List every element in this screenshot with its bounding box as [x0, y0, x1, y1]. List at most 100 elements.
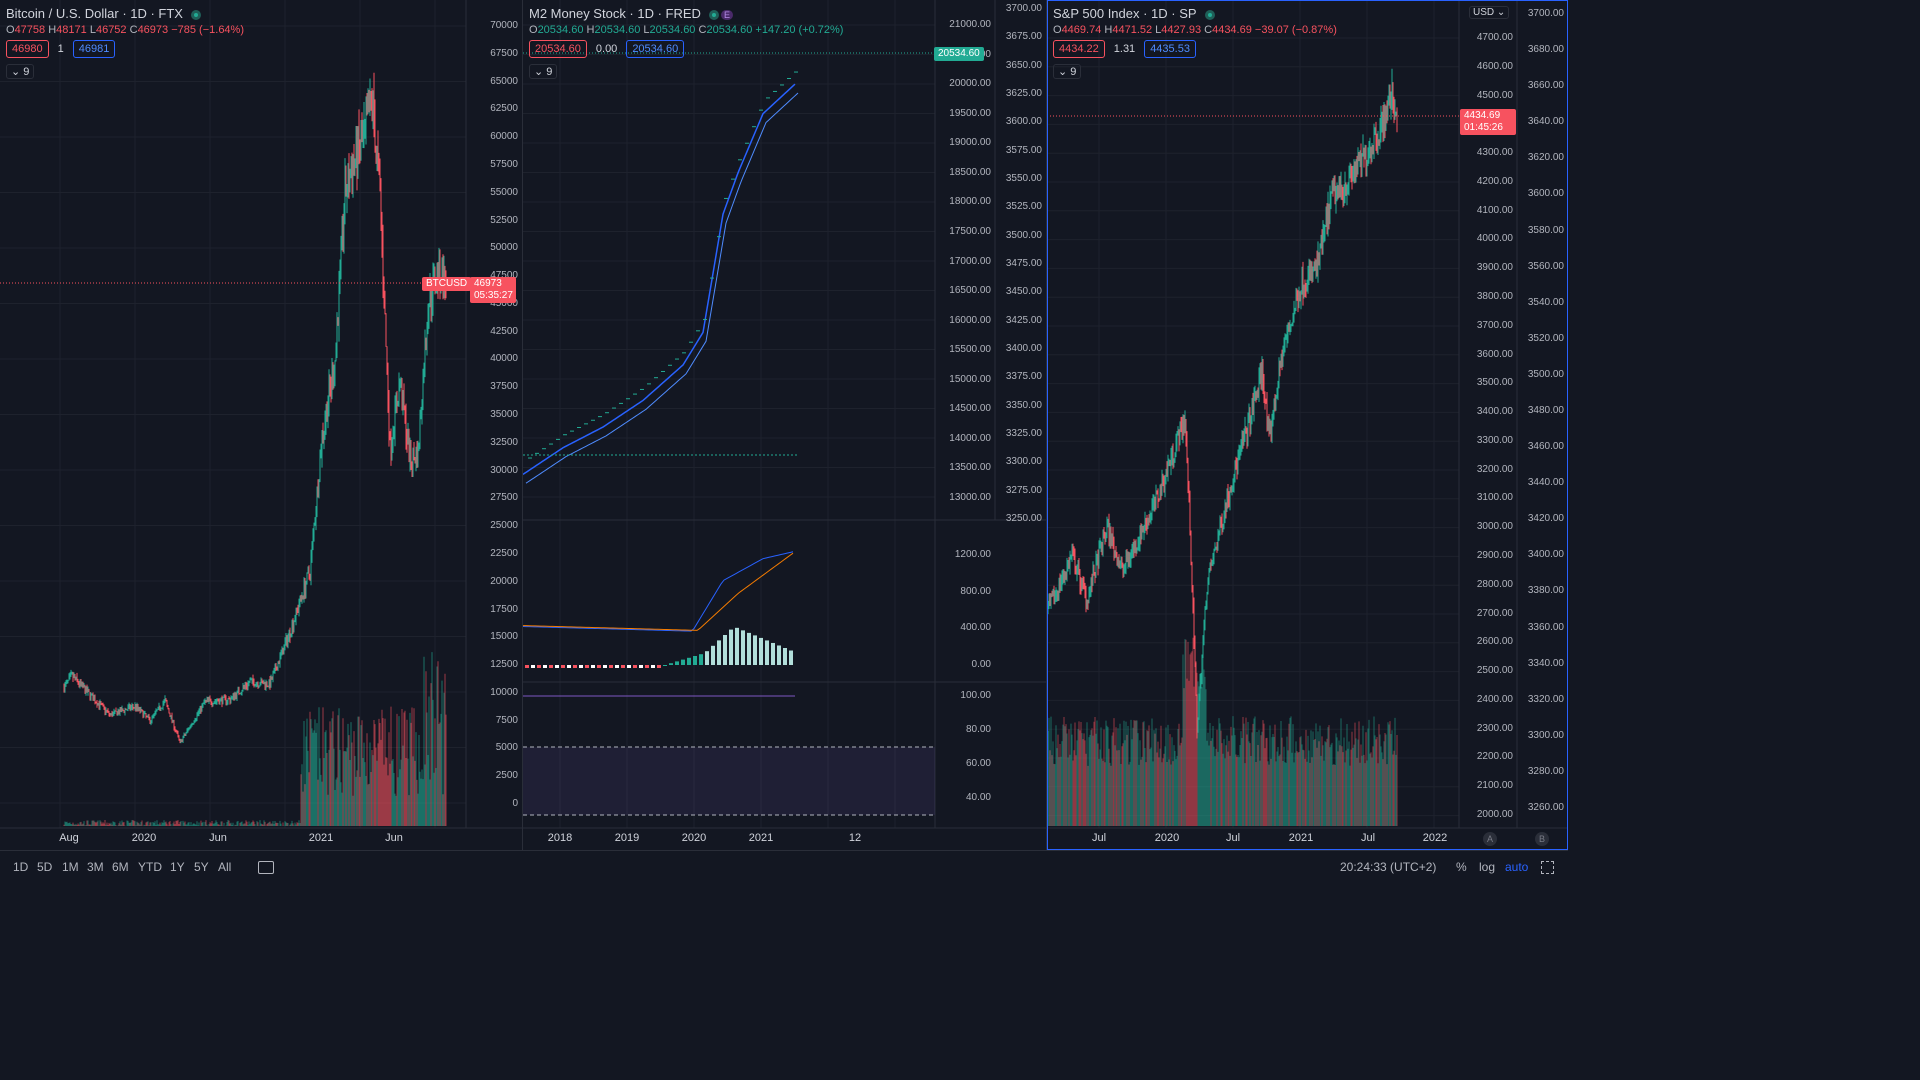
range-all[interactable]: All [218, 860, 232, 874]
btc-sell-button[interactable]: 46980 [6, 40, 49, 58]
price-axis-tick: 40000 [490, 353, 518, 365]
btc-price-axis[interactable]: 70000 67500 65000 62500 60000 57500 55000 52500… [466, 0, 522, 828]
macd-histogram-bar [711, 645, 715, 665]
btc-close-label: C [129, 24, 138, 36]
macd-histogram-bar [675, 661, 679, 665]
price-axis-tick: 7500 [495, 714, 518, 726]
m2-time-axis[interactable]: 2018 2019 2020 2021 12 [523, 828, 935, 848]
earnings-badge[interactable]: E [720, 10, 733, 21]
auto-scale-button[interactable]: auto [1505, 860, 1529, 874]
market-status-icon[interactable] [708, 10, 719, 21]
secondary-axis-tick: 3475.00 [1005, 258, 1042, 269]
btc-time-axis[interactable]: Aug 2020 Jun 2021 Jun [0, 828, 466, 848]
spx-sell-button[interactable]: 4434.22 [1053, 40, 1105, 58]
currency-selector[interactable]: USD ⌄ [1469, 6, 1510, 19]
price-axis-tick: 60000 [490, 131, 518, 143]
m2-price-axis[interactable]: 21000.0020500.0020000.0019500.0019000.00… [935, 0, 995, 520]
price-axis-tick: 15000 [490, 631, 518, 643]
clock[interactable]: 20:24:33 (UTC+2) [1340, 860, 1437, 874]
spx-high: 4471.52 [1112, 24, 1153, 36]
secondary-axis-tick: 3450.00 [1005, 286, 1042, 298]
spx-last-price: 4434.69 [1464, 110, 1501, 121]
range-5y[interactable]: 5Y [194, 860, 209, 874]
range-6m[interactable]: 6M [112, 860, 129, 874]
price-axis-tick: 4200.00 [1476, 175, 1513, 187]
rsi-axis-tick: 60.00 [965, 758, 991, 769]
range-1y[interactable]: 1Y [170, 860, 185, 874]
range-1d[interactable]: 1D [13, 860, 29, 874]
time-axis-tick: 2022 [1422, 832, 1448, 844]
macd-histogram-bar [531, 665, 535, 668]
spx-chart-canvas[interactable] [1047, 0, 1568, 850]
m2-line [523, 83, 796, 475]
macd-histogram-bar [651, 665, 655, 668]
m2-chart-pane[interactable]: M2 Money Stock · 1D · FRED E O20534.60 H2… [523, 0, 1046, 850]
btc-chart-pane[interactable]: Bitcoin / U.S. Dollar · 1D · FTX O47758 … [0, 0, 522, 850]
secondary-axis-tick: 3650.00 [1005, 59, 1042, 71]
price-axis-tick: 55000 [490, 186, 518, 198]
percent-scale-button[interactable]: % [1456, 860, 1467, 874]
spx-indicators-toggle[interactable]: ⌄ 9 [1053, 64, 1082, 79]
market-status-icon[interactable] [1204, 10, 1215, 21]
pane-divider[interactable] [522, 0, 523, 850]
range-1m[interactable]: 1M [62, 860, 79, 874]
m2-chart-canvas[interactable] [523, 0, 1046, 850]
price-axis-tick: 70000 [490, 20, 518, 31]
secondary-axis-tick: 3275.00 [1005, 484, 1042, 496]
macd-histogram-bar [765, 640, 769, 665]
btc-chart-canvas[interactable] [0, 0, 522, 850]
price-axis-tick: 3100.00 [1476, 492, 1513, 504]
m2-sell-button[interactable]: 20534.60 [529, 40, 587, 58]
m2-indicators-toggle[interactable]: ⌄ 9 [529, 64, 558, 79]
range-ytd[interactable]: YTD [138, 860, 162, 874]
macd-axis-tick: 800.00 [960, 585, 991, 597]
btc-buy-button[interactable]: 46981 [72, 40, 116, 58]
time-axis-tick: 2018 [547, 832, 573, 844]
scale-auto-a-button[interactable]: A [1483, 832, 1497, 846]
spx-price-axis[interactable]: 4700.004600.004500.004400.004300.004200.… [1459, 22, 1517, 828]
price-axis-tick: 3200.00 [1476, 463, 1513, 475]
btc-last-price-label: 46973 05:35:27 [470, 277, 516, 303]
market-status-icon[interactable] [190, 10, 201, 21]
spx-secondary-axis[interactable]: 3700.00 3680.00 3660.00 3640.00 3620.00 3600.… [1517, 0, 1568, 828]
scale-auto-b-button[interactable]: B [1535, 832, 1549, 846]
m2-low-label: L [643, 24, 650, 36]
range-5d[interactable]: 5D [37, 860, 53, 874]
secondary-axis-tick: 3325.00 [1005, 428, 1042, 439]
btc-symbol-title[interactable]: Bitcoin / U.S. Dollar · 1D · FTX [6, 6, 183, 21]
btc-indicators-toggle[interactable]: ⌄ 9 [6, 64, 35, 79]
secondary-axis-tick: 3660.00 [1527, 80, 1564, 92]
price-axis-tick: 37500 [490, 381, 518, 393]
spx-symbol-title[interactable]: S&P 500 Index · 1D · SP [1053, 6, 1197, 21]
price-axis-tick: 14500.00 [949, 403, 991, 415]
chevron-down-icon: ⌄ [1058, 66, 1068, 78]
spx-time-axis[interactable]: Jul 2020 Jul 2021 Jul 2022 [1047, 828, 1459, 848]
m2-close-label: C [698, 24, 707, 36]
m2-secondary-axis[interactable]: 3700.00 3675.00 3650.00 3625.00 3600.00 3575.… [995, 0, 1046, 524]
secondary-axis-tick: 3600.00 [1527, 188, 1564, 200]
time-axis-tick: 12 [848, 832, 862, 844]
time-axis-tick: Jul [1225, 832, 1241, 844]
fullscreen-icon[interactable] [1541, 861, 1554, 874]
m2-low: 20534.60 [649, 24, 696, 36]
range-3m[interactable]: 3M [87, 860, 104, 874]
price-axis-tick: 15500.00 [949, 344, 991, 356]
btc-high-label: H [48, 24, 57, 36]
m2-symbol-title[interactable]: M2 Money Stock · 1D · FRED [529, 6, 701, 21]
price-axis-tick: 15000.00 [949, 373, 991, 385]
macd-histogram-bar [729, 629, 733, 665]
macd-axis[interactable]: 1200.00 800.00 400.00 0.00 [935, 520, 995, 682]
spx-buy-button[interactable]: 4435.53 [1144, 40, 1196, 58]
macd-histogram-bar [537, 665, 541, 668]
m2-buy-button[interactable]: 20534.60 [626, 40, 685, 58]
spx-chart-pane[interactable]: S&P 500 Index · 1D · SP O4469.74 H4471.5… [1047, 0, 1568, 850]
macd-histogram-bar [621, 665, 625, 668]
price-axis-tick: 12500 [490, 659, 518, 671]
rsi-axis[interactable]: 100.00 80.00 60.00 40.00 [935, 682, 995, 828]
secondary-axis-tick: 3300.00 [1005, 456, 1042, 468]
macd-histogram-bar [603, 665, 607, 668]
calendar-goto-icon[interactable] [258, 861, 274, 874]
pane-divider[interactable] [1046, 0, 1047, 850]
macd-histogram-bar [669, 663, 673, 665]
log-scale-button[interactable]: log [1479, 860, 1496, 874]
